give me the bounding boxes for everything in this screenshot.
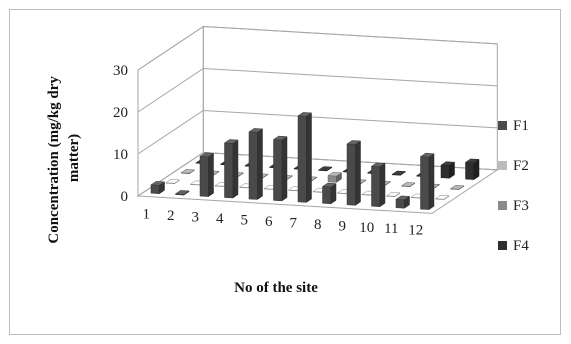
bar-F1-site-3: [200, 153, 214, 197]
gridline: [138, 69, 497, 113]
legend-item-F4: F4: [498, 238, 529, 254]
bar-top: [176, 190, 190, 194]
bar-F1-site-10: [372, 163, 386, 207]
gridline: [138, 27, 497, 71]
bar-side: [282, 137, 287, 201]
bar-front: [347, 144, 355, 205]
bar-front: [372, 166, 380, 206]
bar-side: [380, 163, 385, 206]
bar-front: [151, 185, 159, 194]
bar-front: [441, 165, 449, 178]
bar-F2-site-12: [436, 195, 450, 199]
bar-F1-site-2: [176, 190, 190, 195]
bar-F1-site-5: [249, 128, 263, 199]
x-tick-label: 4: [216, 211, 224, 227]
bar-F4-site-9: [392, 171, 406, 175]
y-axis-title-line-1: Concentration (mg/kg dry: [46, 76, 62, 244]
bar-side: [257, 129, 262, 200]
bar-F4-site-12: [466, 159, 480, 180]
bar-top: [387, 192, 401, 196]
chart-walls: [138, 27, 497, 214]
y-axis-ticks: 0 10 20 30: [113, 63, 128, 205]
bar-front: [249, 132, 257, 200]
legend-item-F3: F3: [498, 198, 529, 214]
y-axis-title: Concentration (mg/kg dry matter): [46, 72, 82, 243]
bar-top: [166, 179, 180, 183]
bar-F1-site-12: [421, 153, 435, 209]
bar-front: [466, 162, 474, 179]
bar-F1-site-6: [274, 136, 288, 201]
legend-swatch: [498, 121, 507, 130]
bar-F3-site-12: [451, 185, 465, 189]
y-tick-label: 10: [113, 147, 128, 163]
y-tick-label: 30: [113, 63, 128, 79]
legend: F1 F2 F3 F4: [498, 118, 529, 254]
bar-F2-site-10: [387, 192, 401, 196]
y-tick-label: 20: [113, 105, 128, 121]
bar-F1-site-7: [298, 112, 312, 202]
bar-top: [436, 195, 450, 199]
x-tick-label: 1: [143, 207, 151, 223]
legend-label: F1: [513, 118, 529, 134]
bar-front: [323, 187, 331, 204]
bar-F2-site-1: [166, 179, 180, 183]
bar-F1-site-8: [323, 183, 337, 204]
bar-front: [274, 140, 282, 201]
bar-side: [208, 153, 213, 196]
x-tick-label: 12: [408, 223, 423, 239]
x-tick-label: 3: [192, 210, 200, 226]
floor: [138, 153, 497, 214]
x-tick-label: 6: [265, 214, 273, 230]
bar-front: [225, 143, 233, 198]
bar-F4-site-11: [441, 162, 455, 179]
bar-F4-site-6: [319, 167, 333, 171]
legend-swatch: [498, 201, 507, 210]
legend-item-F1: F1: [498, 118, 529, 134]
bar-front: [421, 157, 429, 210]
bar-F1-site-4: [225, 140, 239, 199]
bar-front: [396, 199, 404, 208]
bar-top: [402, 182, 416, 186]
bar-F1-site-1: [151, 181, 165, 193]
bar-top: [319, 167, 333, 171]
x-tick-label: 2: [167, 208, 175, 224]
bar-F1-site-11: [396, 196, 410, 208]
y-axis-title-line-2: matter): [66, 134, 82, 182]
bar-F3-site-7: [328, 172, 342, 182]
legend-swatch: [498, 161, 507, 170]
bar-front: [200, 156, 208, 196]
x-axis-ticks: 1 2 3 4 5 6 7 8 9 10 11 12: [143, 207, 424, 239]
bar-side: [233, 140, 238, 198]
x-tick-label: 9: [339, 218, 347, 234]
x-tick-label: 10: [359, 220, 374, 236]
bar-top: [392, 171, 406, 175]
x-tick-label: 5: [241, 213, 249, 229]
x-axis-title: No of the site: [234, 280, 318, 296]
y-tick-label: 0: [121, 189, 129, 205]
bar-F1-site-9: [347, 141, 361, 206]
bar-side: [355, 141, 360, 205]
x-tick-label: 11: [384, 221, 398, 237]
bar-front: [298, 116, 306, 203]
x-tick-label: 8: [314, 217, 322, 233]
legend-label: F4: [513, 238, 529, 254]
chart-area: 0 10 20 30 1 2 3 4 5 6 7 8 9 10 11 12 Concentration (m…: [9, 9, 561, 335]
bar-front: [328, 176, 336, 183]
bar-side: [429, 154, 434, 210]
gridline: [138, 111, 497, 155]
legend-label: F2: [513, 158, 529, 174]
bar-top: [181, 169, 195, 173]
legend-item-F2: F2: [498, 158, 529, 174]
x-tick-label: 7: [290, 215, 298, 231]
bar-F3-site-10: [402, 182, 416, 186]
bar-F3-site-1: [181, 169, 195, 173]
legend-swatch: [498, 241, 507, 250]
legend-label: F3: [513, 198, 529, 214]
bar-side: [306, 113, 311, 202]
bars: [151, 112, 479, 209]
bar-top: [451, 185, 465, 189]
